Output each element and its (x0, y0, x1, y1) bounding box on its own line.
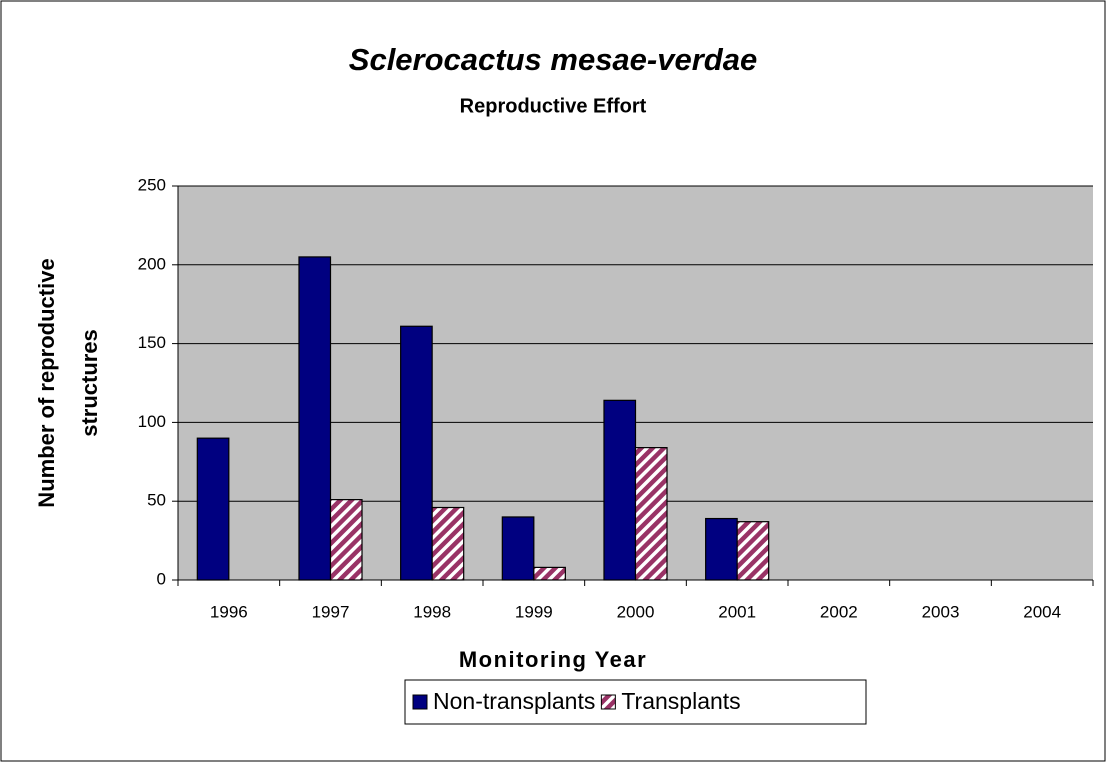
bar (533, 566, 566, 581)
bar (501, 516, 535, 581)
y-tick-label: 150 (138, 333, 166, 352)
x-tick-label: 2000 (617, 602, 655, 621)
x-tick-label: 2002 (820, 602, 858, 621)
bar (634, 447, 668, 581)
chart-title: Sclerocactus mesae-verdae (349, 42, 757, 77)
y-axis-label: structures (77, 329, 102, 437)
x-tick-label: 1996 (210, 602, 248, 621)
x-tick-label: 2003 (922, 602, 960, 621)
y-tick-label: 250 (138, 175, 166, 194)
x-tick-label: 2004 (1023, 602, 1061, 621)
bar (329, 499, 363, 581)
x-tick-label: 2001 (718, 602, 756, 621)
y-tick-label: 200 (138, 254, 166, 273)
bar (603, 399, 637, 581)
y-axis-label: Number of reproductive (34, 258, 59, 507)
legend-label: Non-transplants (433, 688, 595, 714)
legend-swatch (600, 694, 616, 710)
x-tick-label: 1997 (312, 602, 350, 621)
bar (736, 521, 770, 581)
y-tick-label: 0 (157, 569, 166, 588)
legend-label: Transplants (621, 688, 740, 714)
bar (298, 256, 332, 581)
bar (196, 437, 230, 581)
x-tick-label: 1998 (413, 602, 451, 621)
x-axis-label: Monitoring Year (459, 647, 647, 672)
x-tick-label: 1999 (515, 602, 553, 621)
bar (431, 506, 465, 581)
y-tick-label: 50 (147, 491, 166, 510)
bar (400, 325, 433, 581)
legend-swatch (412, 694, 428, 710)
y-tick-label: 100 (138, 412, 166, 431)
bar (705, 517, 738, 581)
chart-subtitle: Reproductive Effort (460, 95, 647, 117)
legend-box (404, 679, 867, 725)
